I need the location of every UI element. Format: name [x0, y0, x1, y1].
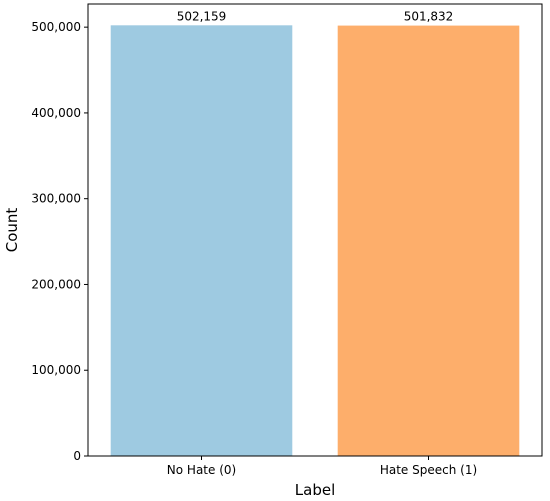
- x-axis-title: Label: [295, 481, 335, 499]
- plot-frame: [87, 3, 543, 457]
- y-axis-title: Count: [3, 208, 21, 253]
- bar-0: [110, 25, 293, 456]
- bar-1: [337, 25, 520, 457]
- bars-group: [110, 25, 520, 457]
- x-axis-ticks: No Hate (0) Hate Speech (1): [167, 456, 477, 477]
- x-tick-label: No Hate (0): [167, 463, 236, 477]
- bar-value-label: 501,832: [404, 10, 454, 24]
- y-tick-label: 300,000: [31, 192, 81, 206]
- y-tick-label: 200,000: [31, 277, 81, 291]
- y-tick-label: 100,000: [31, 363, 81, 377]
- bar-value-label: 502,159: [177, 9, 227, 23]
- y-tick-label: 400,000: [31, 106, 81, 120]
- y-tick-label: 500,000: [31, 20, 81, 34]
- data-labels: 502,159 501,832: [177, 9, 454, 23]
- x-tick-label: Hate Speech (1): [380, 463, 477, 477]
- y-tick-label: 0: [73, 449, 81, 463]
- y-axis-ticks: 0 100,000 200,000 300,000 400,000 500,000: [31, 20, 88, 463]
